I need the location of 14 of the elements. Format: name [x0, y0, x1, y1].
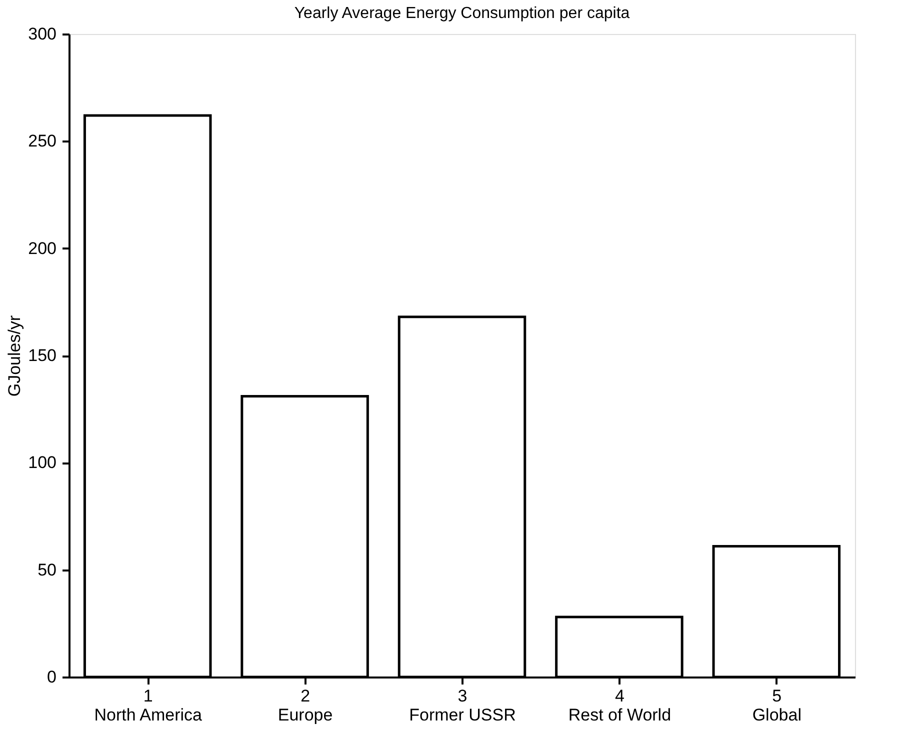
y-tick-label: 100 [28, 453, 56, 472]
y-axis-title: GJoules/yr [5, 315, 24, 397]
y-tick-label: 150 [28, 346, 56, 365]
y-tick-label: 300 [28, 24, 56, 44]
y-tick-label: 50 [38, 560, 56, 580]
chart-title: Yearly Average Energy Consumption per capita [294, 5, 630, 22]
x-tick-label: 3 Former USSR [409, 686, 516, 724]
x-tick-label: 1 North America [94, 686, 202, 724]
x-tick-label: 2 Europe [278, 686, 333, 724]
y-tick-label: 200 [28, 238, 56, 258]
y-tick-label: 0 [47, 668, 56, 686]
x-tick-label: 5 Global [752, 686, 802, 724]
y-tick-label: 250 [28, 132, 56, 151]
x-tick-label: 4 Rest of World [568, 686, 672, 724]
